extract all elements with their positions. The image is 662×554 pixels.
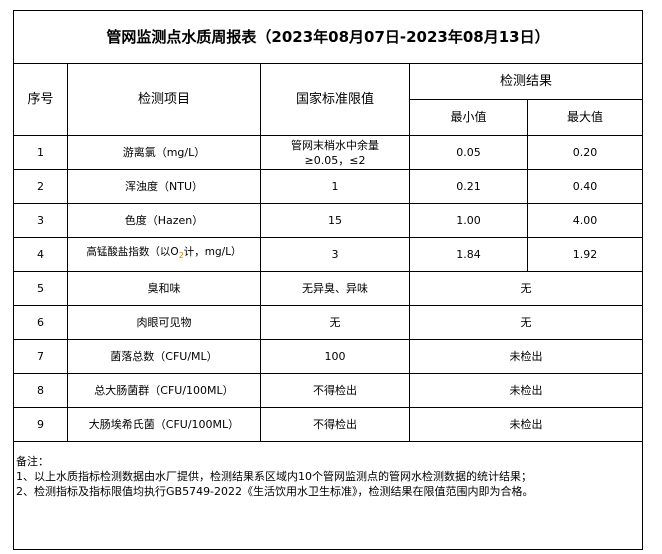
cell-min: 0.21: [409, 169, 528, 204]
cell-standard: 100: [260, 339, 410, 374]
notes: 备注： 1、以上水质指标检测数据由水厂提供，检测结果系区域内10个管网监测点的管…: [12, 441, 644, 550]
header-index: 序号: [13, 63, 68, 136]
cell-index: 5: [13, 271, 68, 306]
cell-item: 肉眼可见物: [67, 305, 261, 340]
report-title: 管网监测点水质周报表（2023年08月07日-2023年08月13日）: [12, 10, 644, 64]
table-row: 9 大肠埃希氏菌（CFU/100ML） 不得检出 未检出: [13, 407, 644, 442]
cell-min: 0.05: [409, 135, 528, 170]
cell-standard: 1: [260, 169, 410, 204]
cell-index: 8: [13, 373, 68, 408]
header-result: 检测结果: [408, 63, 644, 100]
cell-index: 3: [13, 203, 68, 238]
header-min: 最小值: [409, 99, 528, 136]
cell-result: 未检出: [408, 407, 644, 442]
cell-item: 高锰酸盐指数（以O2计，mg/L）: [67, 237, 261, 272]
cell-index: 6: [13, 305, 68, 340]
cell-standard: 3: [260, 237, 410, 272]
cell-item: 游离氯（mg/L）: [67, 135, 261, 170]
cell-item: 大肠埃希氏菌（CFU/100ML）: [67, 407, 261, 442]
cell-max: 1.92: [526, 237, 644, 272]
cell-standard: 15: [260, 203, 410, 238]
cell-index: 7: [13, 339, 68, 374]
cell-item: 臭和味: [67, 271, 261, 306]
cell-index: 1: [13, 135, 68, 170]
cell-max: 0.20: [526, 135, 644, 170]
cell-item: 总大肠菌群（CFU/100ML）: [67, 373, 261, 408]
cell-index: 4: [13, 237, 68, 272]
cell-result: 未检出: [408, 373, 644, 408]
table-row: 7 菌落总数（CFU/ML） 100 未检出: [13, 339, 644, 374]
header-item: 检测项目: [67, 63, 261, 136]
table-row: 6 肉眼可见物 无 无: [13, 305, 644, 340]
cell-max: 0.40: [526, 169, 644, 204]
table-row: 8 总大肠菌群（CFU/100ML） 不得检出 未检出: [13, 373, 644, 408]
cell-min: 1.00: [409, 203, 528, 238]
cell-max: 4.00: [526, 203, 644, 238]
water-quality-report-table: 管网监测点水质周报表（2023年08月07日-2023年08月13日） 序号 检…: [12, 10, 644, 550]
cell-min: 1.84: [409, 237, 528, 272]
note-line: 2、检测指标及指标限值均执行GB5749-2022《生活饮用水卫生标准》，检测结…: [16, 485, 534, 498]
cell-item: 浑浊度（NTU）: [67, 169, 261, 204]
cell-standard: 管网末梢水中余量≥0.05，≤2: [260, 135, 410, 170]
header-max: 最大值: [526, 99, 644, 136]
cell-standard: 不得检出: [260, 407, 410, 442]
item-text-pre: 高锰酸盐指数（以O: [86, 246, 179, 259]
cell-result: 无: [408, 271, 644, 306]
cell-index: 2: [13, 169, 68, 204]
notes-label: 备注：: [16, 455, 49, 468]
cell-item: 菌落总数（CFU/ML）: [67, 339, 261, 374]
cell-standard: 不得检出: [260, 373, 410, 408]
cell-standard: 无: [260, 305, 410, 340]
item-subscript: 2: [178, 251, 184, 261]
table-row: 3 色度（Hazen） 15 1.00 4.00: [13, 203, 644, 238]
table-row: 5 臭和味 无异臭、异味 无: [13, 271, 644, 306]
item-text-post: 计，mg/L）: [183, 246, 242, 259]
note-line: 1、以上水质指标检测数据由水厂提供，检测结果系区域内10个管网监测点的管网水检测…: [16, 470, 532, 483]
cell-item: 色度（Hazen）: [67, 203, 261, 238]
header-standard: 国家标准限值: [260, 63, 410, 136]
cell-result: 未检出: [408, 339, 644, 374]
cell-index: 9: [13, 407, 68, 442]
table-row: 2 浑浊度（NTU） 1 0.21 0.40: [13, 169, 644, 204]
table-row: 4 高锰酸盐指数（以O2计，mg/L） 3 1.84 1.92: [13, 237, 644, 272]
cell-standard: 无异臭、异味: [260, 271, 410, 306]
table-row: 1 游离氯（mg/L） 管网末梢水中余量≥0.05，≤2 0.05 0.20: [13, 135, 644, 170]
cell-result: 无: [408, 305, 644, 340]
